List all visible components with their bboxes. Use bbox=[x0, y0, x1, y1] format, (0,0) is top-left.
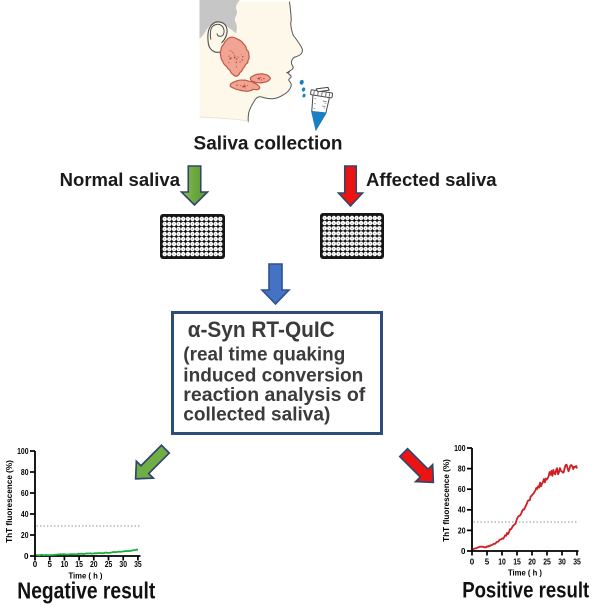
svg-text:Saliva collection: Saliva collection bbox=[194, 134, 343, 155]
svg-text:40: 40 bbox=[458, 506, 466, 515]
svg-text:Time ( h ): Time ( h ) bbox=[69, 572, 103, 581]
svg-text:80: 80 bbox=[458, 465, 466, 474]
svg-text:induced conversion: induced conversion bbox=[183, 365, 363, 387]
svg-text:15: 15 bbox=[513, 558, 521, 567]
svg-text:ThT fluorescence (%): ThT fluorescence (%) bbox=[5, 460, 14, 543]
svg-text:Negative result: Negative result bbox=[17, 578, 155, 604]
svg-text:100: 100 bbox=[17, 447, 29, 456]
svg-text:(real time quaking: (real time quaking bbox=[183, 344, 345, 366]
svg-text:5: 5 bbox=[485, 558, 490, 567]
svg-text:30: 30 bbox=[119, 560, 127, 569]
svg-text:α-Syn RT-QuIC: α-Syn RT-QuIC bbox=[188, 317, 335, 342]
svg-text:5: 5 bbox=[47, 560, 52, 569]
svg-text:ThT fluorescence (%): ThT fluorescence (%) bbox=[442, 459, 451, 542]
svg-text:30: 30 bbox=[558, 558, 566, 567]
svg-text:100: 100 bbox=[454, 444, 466, 453]
svg-text:Positive result: Positive result bbox=[462, 578, 589, 603]
svg-text:0: 0 bbox=[470, 558, 475, 567]
svg-text:20: 20 bbox=[21, 531, 29, 540]
svg-text:80: 80 bbox=[21, 468, 29, 477]
svg-text:60: 60 bbox=[458, 485, 466, 494]
svg-text:Affected saliva: Affected saliva bbox=[366, 169, 497, 190]
svg-text:20: 20 bbox=[90, 560, 98, 569]
svg-text:Time ( h ): Time ( h ) bbox=[508, 569, 542, 578]
svg-text:20: 20 bbox=[528, 558, 536, 567]
svg-text:35: 35 bbox=[134, 560, 142, 569]
svg-text:collected saliva): collected saliva) bbox=[183, 404, 330, 426]
svg-text:35: 35 bbox=[573, 558, 581, 567]
svg-text:0: 0 bbox=[461, 547, 466, 556]
svg-text:0: 0 bbox=[33, 560, 38, 569]
svg-text:reaction analysis of: reaction analysis of bbox=[183, 384, 365, 406]
svg-text:20: 20 bbox=[458, 526, 466, 535]
svg-text:10: 10 bbox=[61, 560, 69, 569]
svg-text:60: 60 bbox=[21, 489, 29, 498]
svg-text:Normal saliva: Normal saliva bbox=[60, 169, 181, 190]
svg-text:25: 25 bbox=[543, 558, 551, 567]
svg-text:25: 25 bbox=[105, 560, 113, 569]
svg-text:15: 15 bbox=[75, 560, 83, 569]
svg-text:10: 10 bbox=[498, 558, 506, 567]
svg-text:0: 0 bbox=[24, 552, 29, 561]
svg-text:40: 40 bbox=[21, 510, 29, 519]
